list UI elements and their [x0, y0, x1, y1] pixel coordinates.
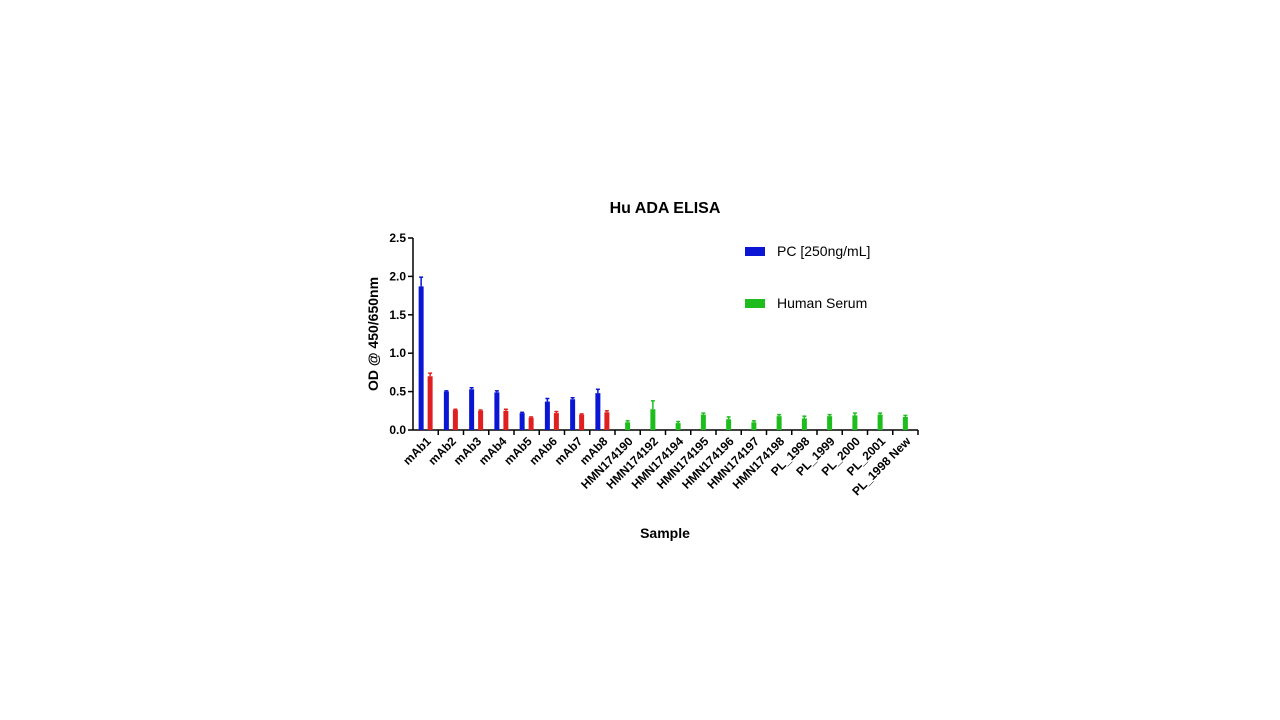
bar [650, 409, 656, 430]
bar [625, 422, 631, 430]
bar [595, 393, 601, 430]
y-tick-label: 1.0 [389, 346, 406, 360]
x-tick-label: mAb3 [451, 434, 485, 468]
bar [452, 410, 458, 430]
x-tick-label: mAb2 [426, 434, 460, 468]
bar [801, 418, 807, 430]
bar [553, 413, 559, 430]
bar [852, 415, 858, 430]
bar [494, 392, 500, 430]
chart-title: Hu ADA ELISA [610, 200, 721, 217]
y-tick-label: 1.5 [389, 308, 406, 322]
axes: 0.00.51.01.52.02.5mAb1mAb2mAb3mAb4mAb5mA… [389, 231, 919, 498]
bar [751, 422, 757, 430]
y-axis-title: OD @ 450/650nm [365, 277, 381, 391]
x-tick-label: mAb5 [501, 434, 535, 468]
bar [443, 391, 449, 430]
bar [604, 412, 610, 430]
legend-swatch [745, 247, 765, 256]
bar [675, 423, 681, 430]
x-tick-label: mAb1 [400, 434, 434, 468]
legend-label: Human Serum [777, 295, 867, 311]
x-axis-title: Sample [640, 525, 690, 541]
bar [700, 414, 706, 430]
x-tick-label: mAb6 [527, 434, 561, 468]
bar [528, 417, 534, 430]
bar [776, 416, 782, 430]
bar [877, 414, 883, 430]
legend: PC [250ng/mL] Human Serum [745, 243, 870, 311]
bar [478, 410, 484, 430]
legend-label: PC [250ng/mL] [777, 243, 870, 259]
x-tick-label: mAb4 [476, 434, 510, 468]
bars [418, 276, 908, 430]
bar [544, 401, 550, 430]
bar [827, 416, 833, 430]
bar [570, 399, 576, 430]
bar [726, 419, 732, 430]
y-tick-label: 2.0 [389, 269, 406, 283]
legend-swatch [745, 299, 765, 308]
y-tick-label: 0.0 [389, 423, 406, 437]
bar [519, 413, 525, 430]
bar [418, 286, 424, 430]
bar [579, 414, 585, 430]
bar [427, 376, 433, 430]
x-tick-label: mAb7 [552, 434, 586, 468]
y-tick-label: 0.5 [389, 385, 406, 399]
bar [469, 389, 475, 430]
bar [503, 410, 509, 430]
y-tick-label: 2.5 [389, 231, 406, 245]
bar [902, 416, 908, 430]
